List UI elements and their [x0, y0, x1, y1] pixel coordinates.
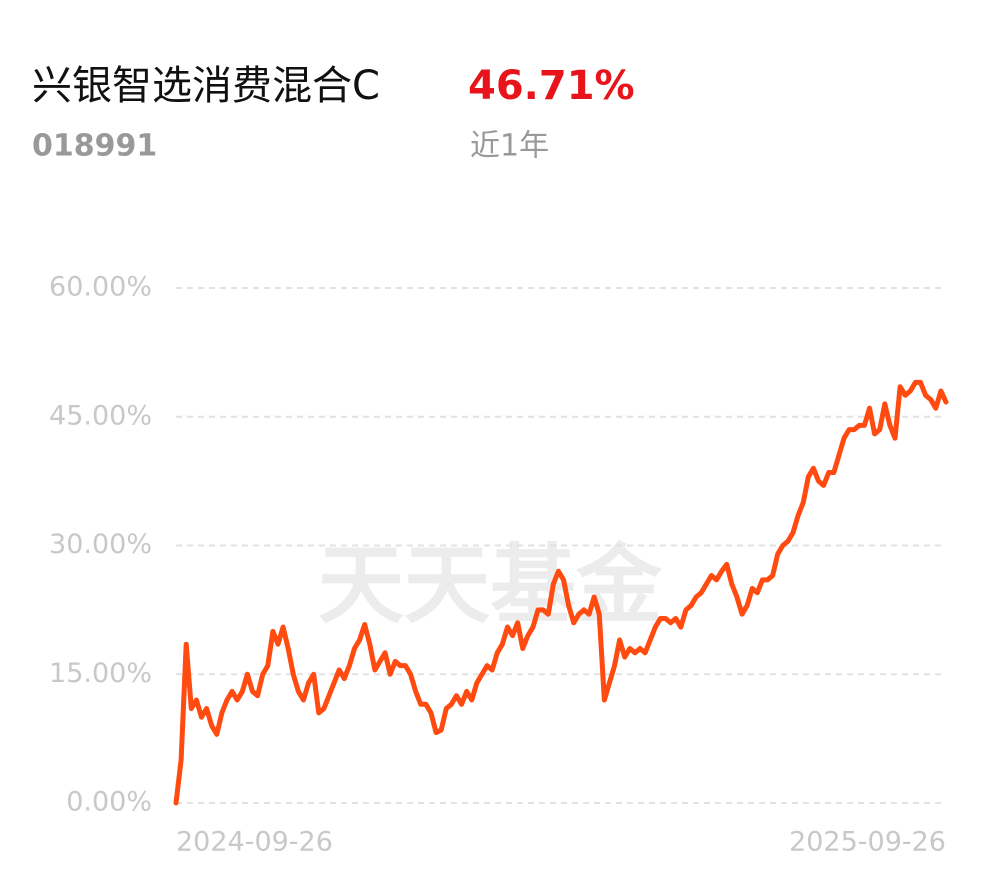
line-series [173, 379, 949, 806]
watermark: 天天基金 [318, 535, 663, 636]
fund-name: 兴银智选消费混合C [32, 63, 380, 109]
fund-return: 46.71% [468, 63, 635, 109]
y-tick-label: 0.00% [66, 787, 152, 818]
x-tick-label: 2024-09-26 [176, 827, 333, 858]
fund-code: 018991 [32, 129, 157, 164]
y-tick-label: 45.00% [49, 400, 152, 431]
y-tick-label: 30.00% [49, 529, 152, 560]
y-tick-label: 60.00% [49, 272, 152, 303]
period: 近1年 [470, 129, 549, 164]
y-tick-label: 15.00% [49, 658, 152, 689]
x-tick-label: 2025-09-26 [789, 827, 946, 858]
